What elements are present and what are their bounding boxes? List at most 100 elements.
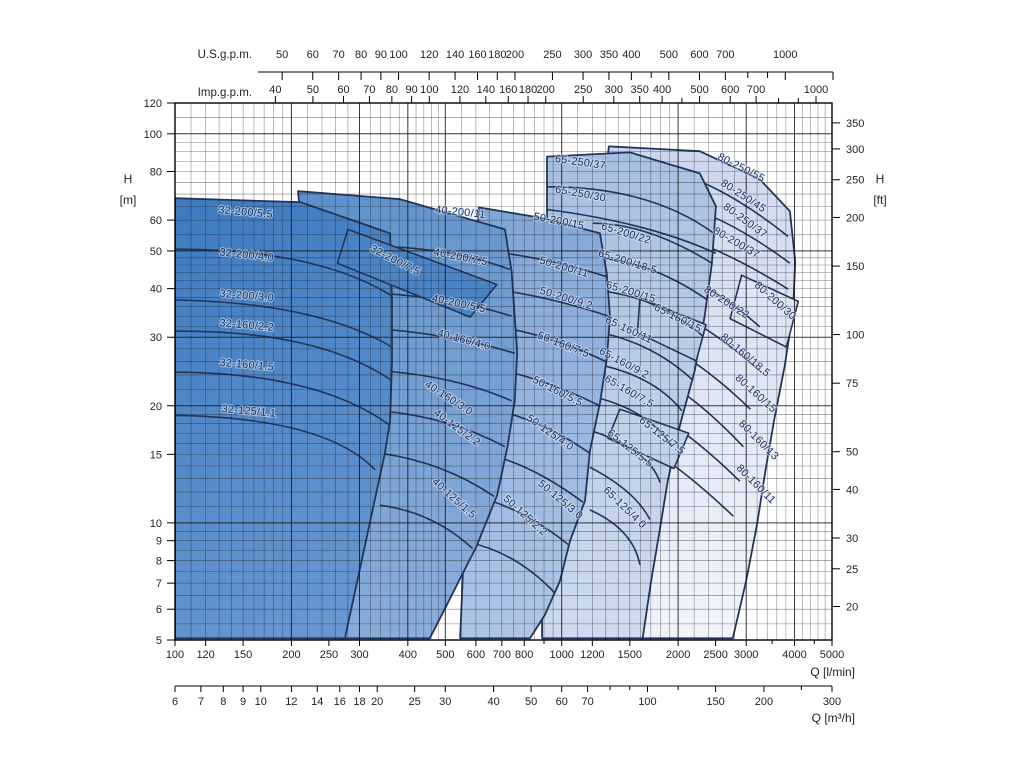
tick-label: 1000: [804, 84, 828, 96]
tick-label: 100: [420, 84, 438, 96]
tick-label: 400: [399, 649, 417, 661]
power-band-80: [729, 274, 800, 348]
tick-label: 8: [156, 556, 162, 568]
tick-label: 400: [622, 49, 640, 61]
pump-curve-40: [379, 328, 515, 354]
tick-label: 100: [846, 330, 864, 342]
tick-label: 90: [405, 84, 417, 96]
tick-label: 50: [525, 696, 537, 708]
tick-label: 14: [311, 696, 323, 708]
tick-label: 90: [375, 49, 387, 61]
tick-label: 800: [515, 649, 533, 661]
curve-label: 32-200/5.5: [218, 204, 273, 221]
tick-label: 120: [144, 98, 162, 110]
tick-label: 200: [846, 212, 864, 224]
curve-label: 32-160/2.2: [219, 317, 274, 334]
tick-label: 15: [150, 449, 162, 461]
axis-title-m3h: Q [m³/h]: [812, 711, 855, 725]
tick-label: 100: [144, 129, 162, 141]
tick-label: 500: [660, 49, 678, 61]
axis-title-h-m: H: [124, 172, 133, 186]
tick-label: 250: [320, 649, 338, 661]
pump-curve-40: [379, 452, 495, 497]
tick-label: 100: [166, 649, 184, 661]
tick-label: 150: [706, 696, 724, 708]
tick-label: 300: [823, 696, 841, 708]
tick-label: 75: [846, 378, 858, 390]
plot-frame: [174, 102, 833, 641]
tick-label: 18: [353, 696, 365, 708]
tick-label: 20: [846, 602, 858, 614]
tick-label: 70: [333, 49, 345, 61]
tick-label: 350: [631, 84, 649, 96]
tick-label: 70: [363, 84, 375, 96]
tick-label: 700: [716, 49, 734, 61]
tick-label: 3000: [734, 649, 758, 661]
pump-curve-32: [175, 330, 393, 382]
tick-label: 140: [446, 49, 464, 61]
tick-label: 80: [355, 49, 367, 61]
tick-label: 300: [350, 649, 368, 661]
axes: U.S.g.p.m. 50 60 70 80 90 100 120 140 160 180 200 25…: [120, 49, 887, 725]
tick-label: 6: [172, 696, 178, 708]
tick-label: 80: [386, 84, 398, 96]
tick-label: 40: [487, 696, 499, 708]
tick-label: 1000: [773, 49, 797, 61]
tick-label: 8: [220, 696, 226, 708]
curve-label: 32-200/3.0: [219, 288, 274, 305]
tick-label: 1000: [549, 649, 573, 661]
tick-label: 600: [690, 49, 708, 61]
tick-label: 700: [493, 649, 511, 661]
tick-label: 200: [506, 49, 524, 61]
tick-label: 40: [269, 84, 281, 96]
tick-label: 60: [556, 696, 568, 708]
tick-label: 80: [150, 167, 162, 179]
axis-title-h-ft-unit: [ft]: [873, 193, 886, 207]
tick-label: 60: [337, 84, 349, 96]
pump-curve-32: [175, 371, 391, 427]
tick-label: 60: [150, 215, 162, 227]
tick-label: 250: [846, 175, 864, 187]
tick-label: 600: [721, 84, 739, 96]
axis-title-impgpm: Imp.g.p.m.: [198, 87, 252, 99]
tick-label: 600: [467, 649, 485, 661]
tick-label: 100: [638, 696, 656, 708]
tick-label: 300: [846, 144, 864, 156]
tick-label: 180: [519, 84, 537, 96]
tick-label: 9: [156, 536, 162, 548]
tick-label: 7: [198, 696, 204, 708]
tick-label: 50: [307, 84, 319, 96]
tick-label: 150: [234, 649, 252, 661]
tick-label: 140: [477, 84, 495, 96]
tick-label: 20: [150, 401, 162, 413]
tick-label: 120: [451, 84, 469, 96]
pump-curve-32: [175, 299, 393, 348]
tick-label: 30: [150, 332, 162, 344]
axis-title-lmin: Q [l/min]: [810, 665, 855, 679]
curve-label: 32-125/1.1: [221, 403, 276, 420]
log-grid: [175, 103, 832, 640]
tick-label: 200: [282, 649, 300, 661]
tick-label: 60: [307, 49, 319, 61]
tick-label: 5000: [820, 649, 844, 661]
tick-label: 300: [574, 49, 592, 61]
tick-label: 12: [285, 696, 297, 708]
tick-label: 2500: [703, 649, 727, 661]
tick-label: 160: [468, 49, 486, 61]
pump-curve-65: [589, 509, 641, 566]
tick-label: 500: [436, 649, 454, 661]
tick-label: 250: [574, 84, 592, 96]
tick-label: 4000: [782, 649, 806, 661]
tick-label: 30: [439, 696, 451, 708]
tick-label: 250: [543, 49, 561, 61]
tick-label: 200: [755, 696, 773, 708]
pump-curve-65: [589, 395, 673, 448]
pump-curve-40: [379, 370, 512, 402]
pump-curve-65: [546, 185, 715, 234]
tick-label: 1500: [618, 649, 642, 661]
tick-label: 10: [255, 696, 267, 708]
tick-label: 160: [499, 84, 517, 96]
tick-label: 16: [334, 696, 346, 708]
